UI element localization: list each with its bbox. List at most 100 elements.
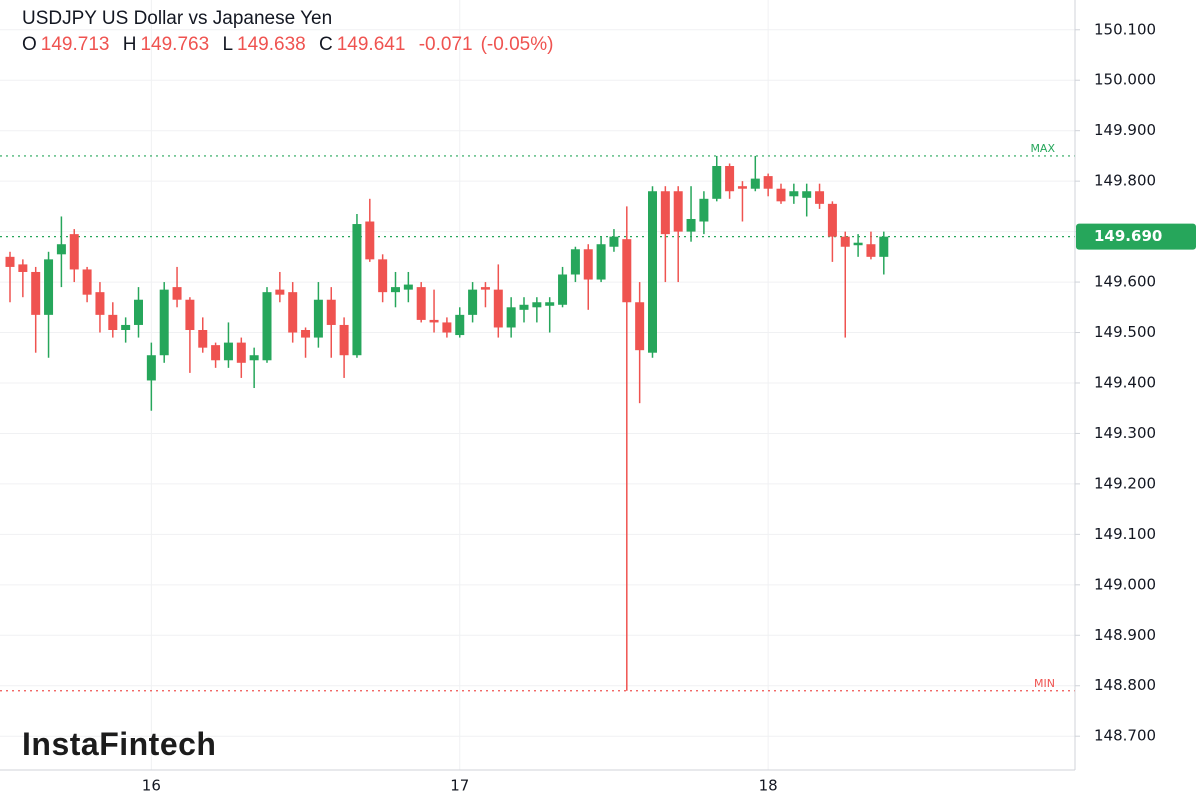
ohlc-key: H xyxy=(122,34,137,55)
candle-body xyxy=(827,203,837,237)
grid xyxy=(0,0,1075,770)
candle-body xyxy=(506,307,516,328)
candle-body xyxy=(815,191,825,204)
ohlc-value: 149.713 xyxy=(40,34,110,55)
candle-body xyxy=(134,299,143,325)
min-line-label: MIN xyxy=(1034,677,1055,690)
x-tick-label: 17 xyxy=(450,777,469,795)
candle-body xyxy=(532,302,542,308)
candle-body xyxy=(121,324,131,330)
candle-body xyxy=(18,264,28,272)
y-tick-label: 149.400 xyxy=(1094,373,1156,391)
candle-body xyxy=(558,274,568,305)
candle-body xyxy=(545,302,555,306)
axes: 148.700 148.800 148.900 149.000 149.100 149.2… xyxy=(142,20,1196,795)
candle-body xyxy=(275,289,285,295)
candle-body xyxy=(789,191,799,197)
candle-body xyxy=(866,244,876,257)
ohlc-value: 149.763 xyxy=(140,34,210,55)
y-tick-label: 150.000 xyxy=(1094,71,1156,89)
candle-body xyxy=(44,259,54,315)
candle-body xyxy=(198,330,208,348)
candle-body xyxy=(879,236,889,257)
ohlc-key: C xyxy=(319,34,333,55)
candle-body xyxy=(31,271,41,315)
candle-body xyxy=(378,259,388,293)
y-tick-label: 148.900 xyxy=(1094,626,1156,644)
candle-body xyxy=(95,292,105,315)
candle-body xyxy=(223,342,233,361)
y-tick-label: 149.900 xyxy=(1094,121,1156,139)
candle-body xyxy=(763,176,773,189)
candle-body xyxy=(635,302,645,351)
candle-body xyxy=(352,224,362,356)
candle-body xyxy=(442,322,452,333)
y-tick-label: 149.600 xyxy=(1094,273,1156,291)
candle-body xyxy=(660,191,670,235)
candle-body xyxy=(313,299,323,338)
candle-body xyxy=(236,342,246,363)
candle-body xyxy=(673,191,683,232)
candle-body xyxy=(480,287,490,290)
y-tick-label: 149.500 xyxy=(1094,323,1156,341)
candle-body xyxy=(493,289,503,328)
last-price-label: 149.690 xyxy=(1094,227,1162,245)
candle-body xyxy=(468,289,478,315)
candle-body xyxy=(69,234,79,270)
watermark: InstaFintech xyxy=(22,726,217,762)
candle-body xyxy=(365,221,375,260)
plot-area xyxy=(0,155,1075,692)
candle-body xyxy=(853,242,863,246)
change-percent: (-0.05%) xyxy=(480,34,554,55)
y-tick-label: 148.700 xyxy=(1094,727,1156,745)
ohlc-row: O 149.713 H 149.763 L 149.638 C 149.641 -0.0… xyxy=(22,32,561,58)
candle-body xyxy=(146,355,156,381)
ohlc-value: 149.638 xyxy=(237,34,306,55)
last-price-badge xyxy=(1076,223,1196,250)
candle-body xyxy=(416,287,426,320)
candle-body xyxy=(339,324,349,356)
ohlc-key: L xyxy=(222,34,234,55)
candle-body xyxy=(750,178,760,189)
candle-body xyxy=(211,345,221,361)
candle-body xyxy=(802,191,812,198)
candle-body xyxy=(159,289,169,356)
y-tick-label: 149.300 xyxy=(1094,424,1156,442)
x-tick-label: 16 xyxy=(142,777,161,795)
candle-body xyxy=(391,287,400,293)
candle-body xyxy=(429,319,439,323)
candle-body xyxy=(648,191,657,353)
y-tick-label: 149.200 xyxy=(1094,474,1156,492)
candle-body xyxy=(622,239,632,303)
change-value: -0.071 xyxy=(418,34,473,55)
candle-body xyxy=(712,166,722,199)
title-row: USDJPY US Dollar vs Japanese Yen xyxy=(22,6,561,32)
y-tick-label: 150.100 xyxy=(1094,20,1156,38)
candle-body xyxy=(172,287,182,300)
candle-body xyxy=(596,244,606,280)
candle-body xyxy=(776,188,786,202)
candle-body xyxy=(570,249,580,275)
candle-body xyxy=(185,299,195,330)
candle-body xyxy=(262,292,272,361)
candle-body xyxy=(737,186,747,189)
x-tick-label: 18 xyxy=(759,777,778,795)
y-tick-label: 149.000 xyxy=(1094,575,1156,593)
candle-body xyxy=(56,244,66,255)
candle-body xyxy=(699,198,709,222)
candle-body xyxy=(249,355,259,361)
candle-body xyxy=(455,314,465,336)
max-line-label: MAX xyxy=(1030,142,1055,155)
candle-body xyxy=(840,236,850,247)
ohlc-value: 149.641 xyxy=(336,34,406,55)
y-tick-label: 148.800 xyxy=(1094,676,1156,694)
candle-body xyxy=(519,304,529,310)
candle-body xyxy=(403,284,413,290)
legend-header: USDJPY US Dollar vs Japanese Yen O 149.71… xyxy=(22,6,561,58)
candle-body xyxy=(609,236,619,247)
candle-body xyxy=(108,314,118,330)
candle-body xyxy=(686,218,696,232)
candle-body xyxy=(301,330,311,338)
